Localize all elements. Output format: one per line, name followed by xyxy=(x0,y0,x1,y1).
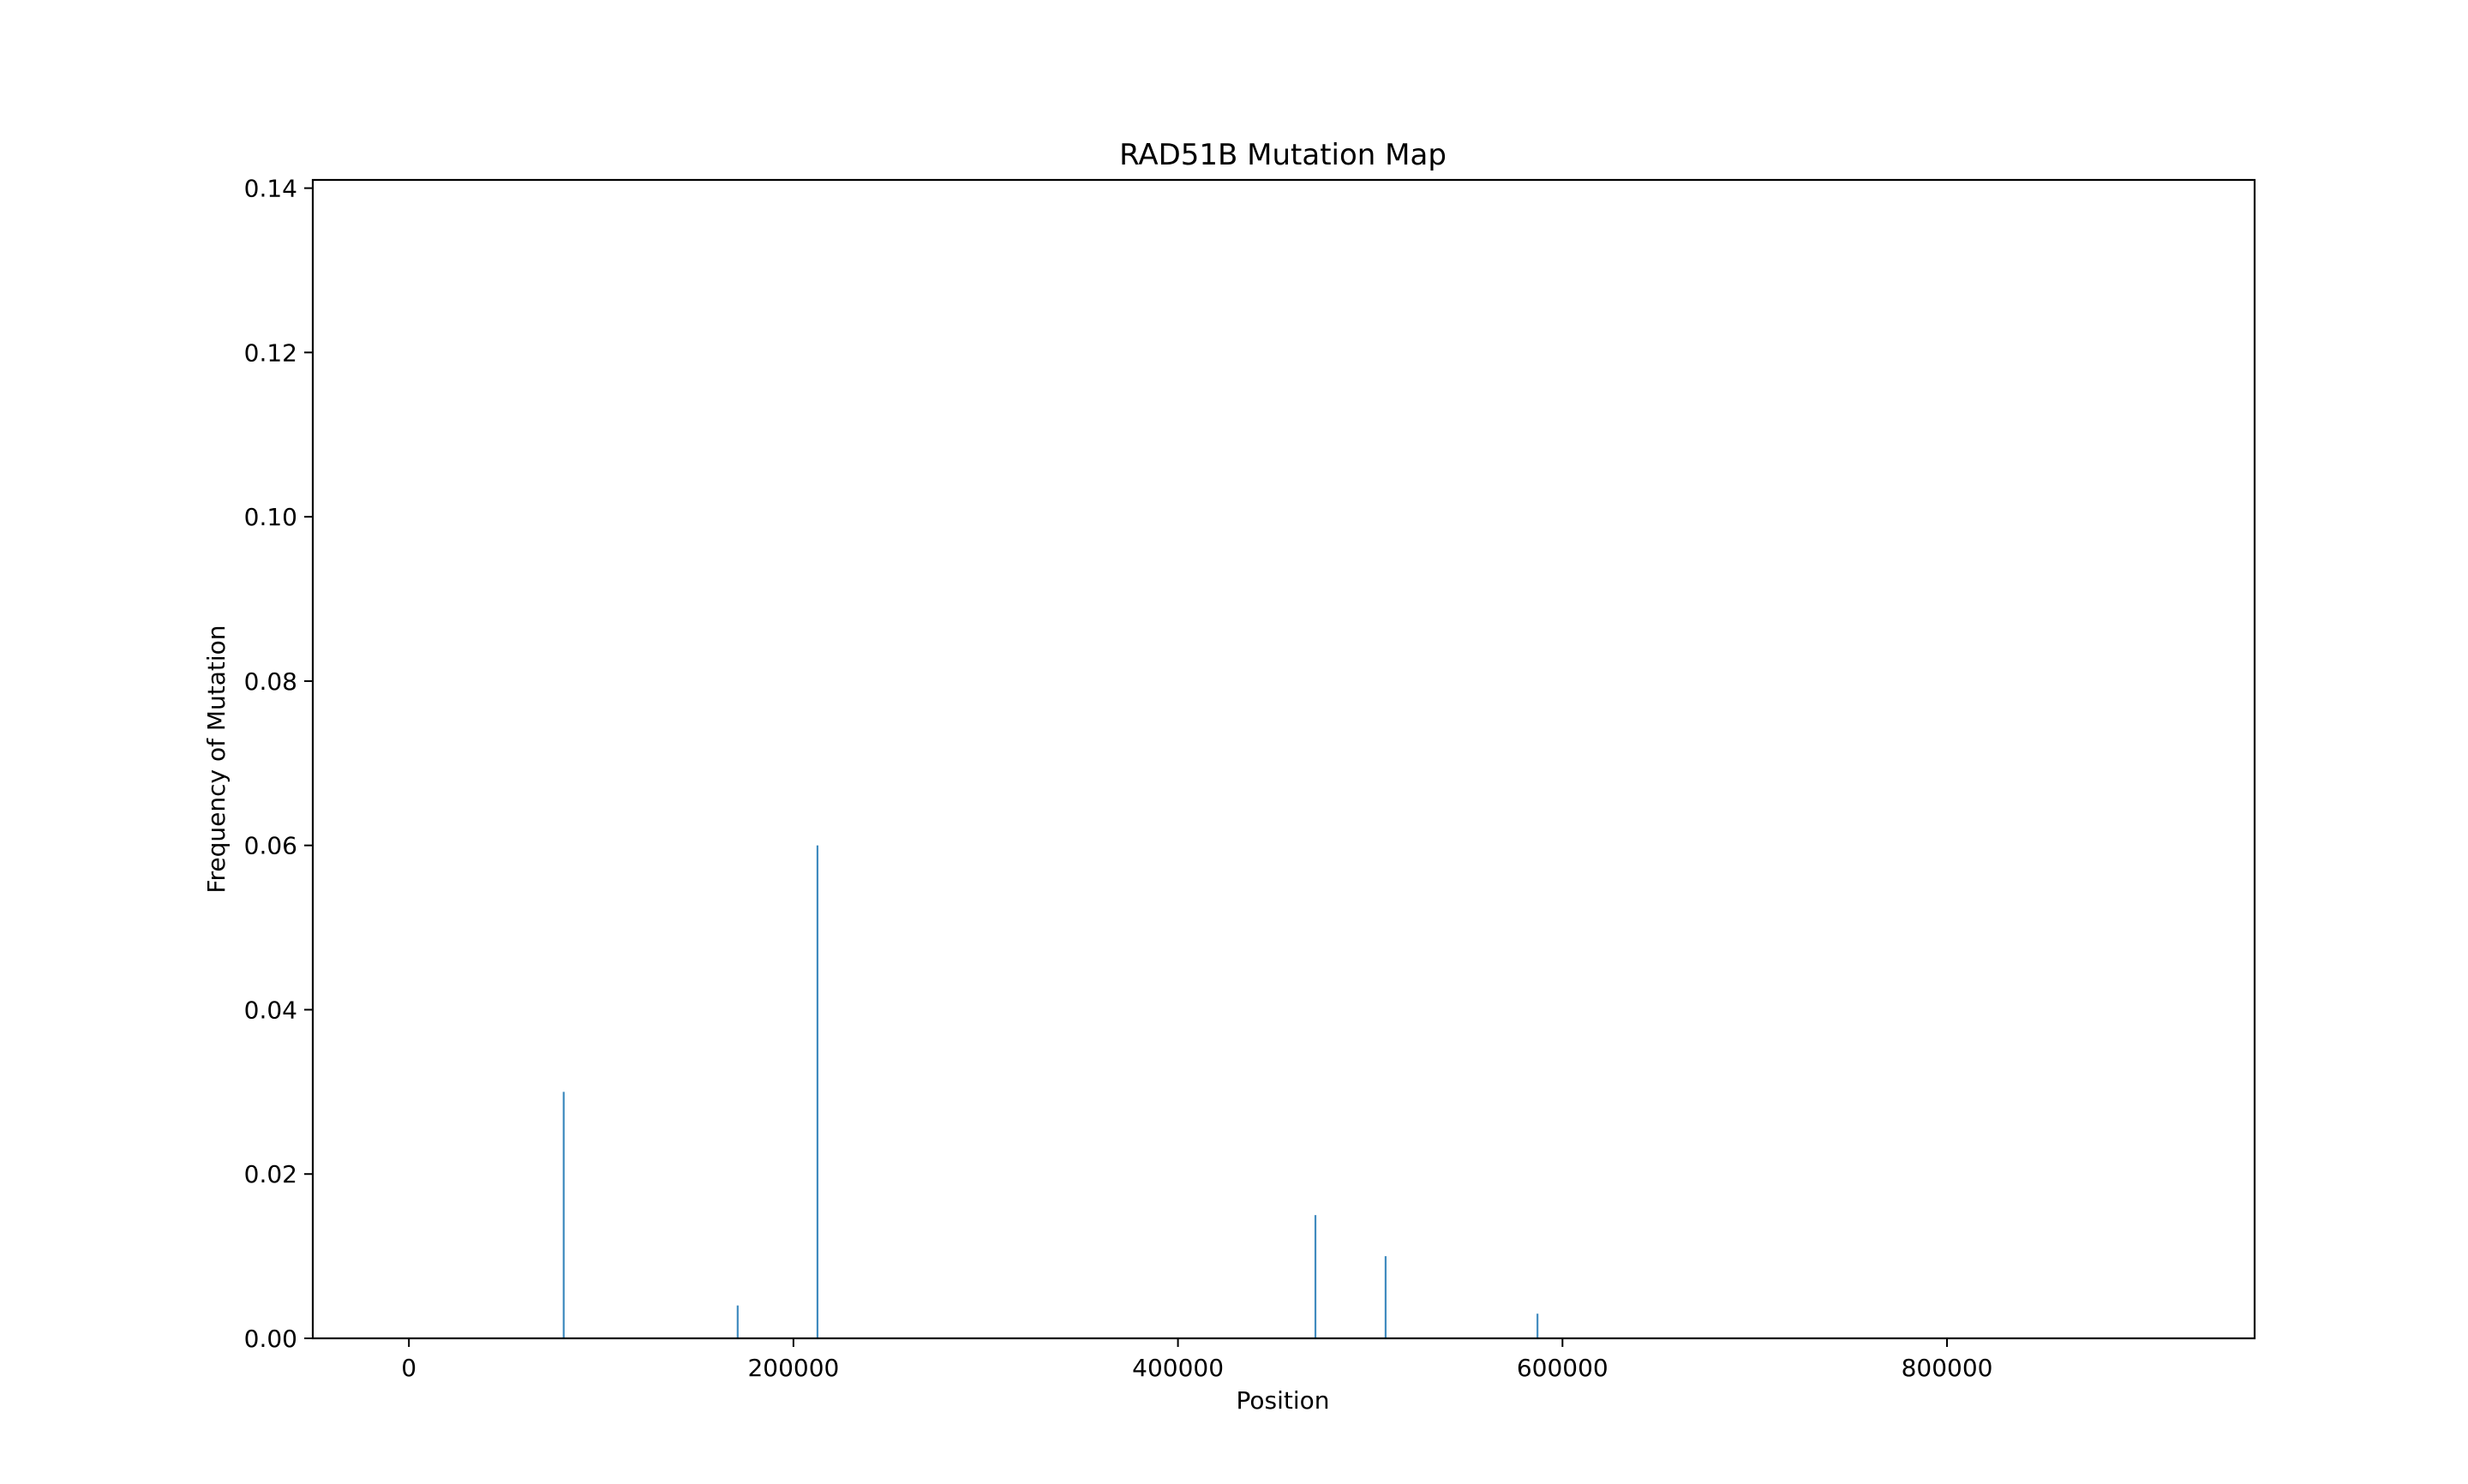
y-axis-ticks: 0.00 0.02 0.04 0.06 0.08 0.10 0.12 0.14 xyxy=(244,175,313,1353)
y-tick-label: 0.00 xyxy=(244,1325,297,1353)
bar xyxy=(562,1092,565,1338)
y-tick-label: 0.06 xyxy=(244,832,297,860)
x-tick-label: 800000 xyxy=(1902,1354,1993,1382)
x-axis-ticks: 0 200000 400000 600000 800000 xyxy=(401,1338,1992,1382)
y-tick-label: 0.02 xyxy=(244,1160,297,1188)
y-axis-label: Frequency of Mutation xyxy=(202,625,231,893)
x-tick-label: 200000 xyxy=(747,1354,839,1382)
x-tick-label: 0 xyxy=(401,1354,416,1382)
y-tick-label: 0.10 xyxy=(244,503,297,531)
y-tick-label: 0.04 xyxy=(244,996,297,1024)
x-tick-label: 600000 xyxy=(1517,1354,1608,1382)
y-tick-label: 0.12 xyxy=(244,338,297,367)
plot-frame xyxy=(311,178,2256,1340)
bars-layer xyxy=(562,845,1539,1338)
x-tick-label: 400000 xyxy=(1132,1354,1224,1382)
bar xyxy=(1314,1215,1317,1338)
y-tick-label: 0.08 xyxy=(244,667,297,696)
chart-title: RAD51B Mutation Map xyxy=(1119,138,1447,172)
bar xyxy=(1384,1256,1387,1338)
x-axis-label: Position xyxy=(1236,1386,1329,1415)
bar xyxy=(816,845,819,1338)
bar xyxy=(1537,1313,1539,1338)
y-tick-label: 0.14 xyxy=(244,175,297,203)
bar xyxy=(736,1305,739,1338)
